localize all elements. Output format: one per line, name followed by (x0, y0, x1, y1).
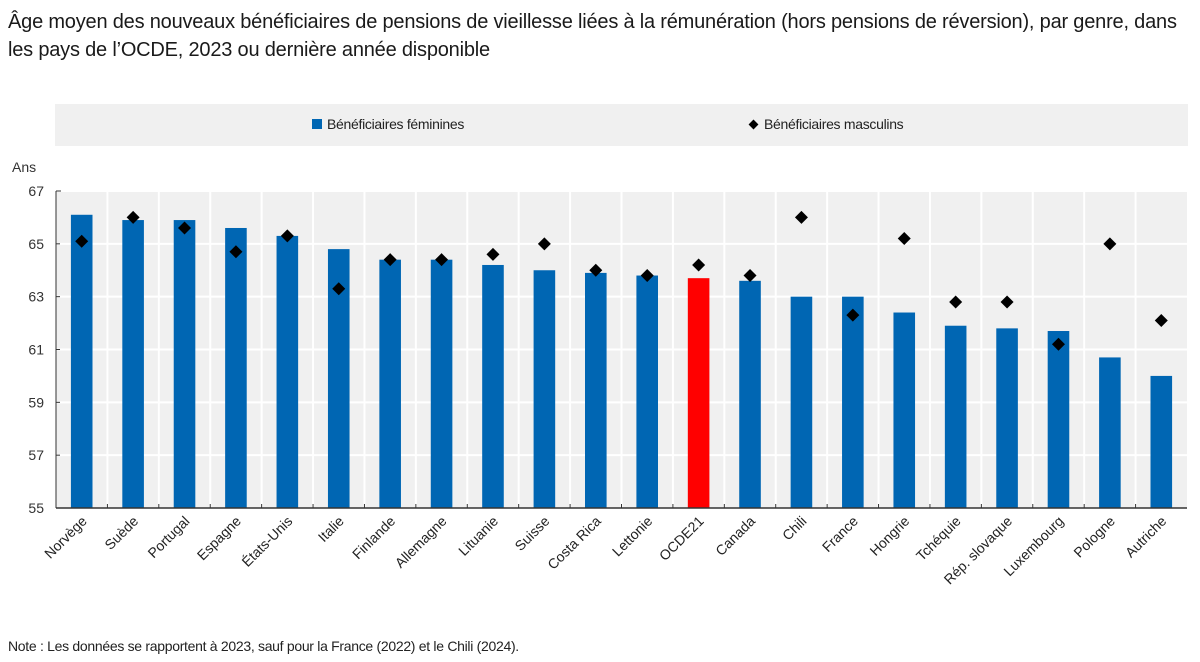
legend-item-female: Bénéficiaires féminines (312, 116, 464, 132)
bar-female (1099, 357, 1121, 508)
x-tick-label: Lituanie (455, 513, 501, 559)
bar-female (173, 220, 196, 508)
marker-male (1103, 237, 1117, 251)
bar-female (584, 272, 607, 508)
x-tick-label: Norvège (41, 513, 90, 562)
bar-female (122, 220, 144, 508)
y-tick-label: 57 (28, 447, 44, 463)
bar-female (533, 270, 556, 508)
y-tick-label: 67 (28, 183, 44, 199)
legend-label-female: Bénéficiaires féminines (327, 116, 465, 132)
chart-title: Âge moyen des nouveaux bénéficiaires de … (8, 11, 1177, 61)
x-tick-label: Italie (315, 513, 347, 545)
marker-male (1051, 337, 1065, 351)
x-tick-label: Hongrie (866, 513, 912, 559)
bar-female (790, 296, 813, 508)
x-tick-label: États-Unis (238, 513, 295, 570)
marker-male (383, 253, 397, 267)
legend-label-male: Bénéficiaires masculins (764, 116, 904, 132)
marker-male (126, 210, 140, 224)
bar-female (1150, 375, 1173, 508)
marker-male (794, 210, 808, 224)
x-tick-label: Espagne (194, 513, 245, 564)
x-tick-label: Canada (712, 513, 758, 559)
marker-male (435, 253, 449, 267)
y-tick-label: 61 (28, 342, 44, 358)
marker-male (846, 308, 860, 322)
marker-male (1000, 295, 1014, 309)
x-tick-label: Allemagne (392, 513, 450, 571)
bar-female (687, 278, 710, 508)
legend-item-male: Bénéficiaires masculins (748, 116, 904, 132)
y-tick-label: 55 (28, 500, 44, 516)
bar-female (379, 259, 401, 508)
bar-female (996, 328, 1018, 508)
x-tick-label: Autriche (1122, 513, 1170, 561)
bar-female (944, 325, 967, 508)
x-tick-label: Finlande (349, 513, 398, 562)
x-tick-label: Portugal (144, 513, 192, 561)
marker-male (589, 263, 603, 277)
x-tick-label: OCDE21 (656, 513, 707, 564)
bar-female (482, 264, 504, 508)
marker-male (692, 258, 706, 272)
x-tick-label: Costa Rica (544, 513, 604, 573)
marker-male (949, 295, 963, 309)
marker-male (75, 234, 89, 248)
x-tick-label: Suisse (511, 513, 552, 554)
y-axis-label: Ans (12, 159, 36, 175)
x-tick-label: Lettonie (609, 513, 656, 560)
marker-male (537, 237, 551, 251)
x-tick-label: Suède (101, 513, 141, 553)
bar-female (636, 275, 659, 508)
chart-legend: Bénéficiaires féminines Bénéficiaires ma… (55, 104, 1188, 146)
y-tick-label: 63 (28, 289, 44, 305)
x-tick-label: Pologne (1070, 513, 1118, 561)
bar-female (327, 249, 350, 508)
marker-male (640, 269, 654, 283)
bar-female (225, 227, 247, 508)
bar-female (1047, 331, 1070, 508)
marker-male (897, 232, 911, 246)
marker-male (1154, 313, 1168, 327)
bar-female (739, 280, 761, 508)
marker-male (280, 229, 294, 243)
marker-male (178, 221, 192, 235)
marker-male (486, 247, 500, 261)
bar-female (893, 312, 916, 508)
x-tick-label: Chili (779, 513, 810, 544)
marker-male (743, 269, 757, 283)
bar-female (842, 296, 864, 508)
chart-note: Note : Les données se rapportent à 2023,… (8, 638, 519, 654)
y-tick-label: 65 (28, 236, 44, 252)
bar-female (430, 259, 453, 508)
bar-female (70, 214, 93, 508)
y-tick-label: 59 (28, 394, 44, 410)
legend-swatch-bar-icon (312, 119, 322, 129)
marker-male (229, 245, 243, 259)
x-tick-label: Tchéquie (913, 513, 964, 564)
x-tick-label: France (819, 513, 861, 555)
bar-female (276, 235, 299, 509)
marker-male (332, 282, 346, 296)
